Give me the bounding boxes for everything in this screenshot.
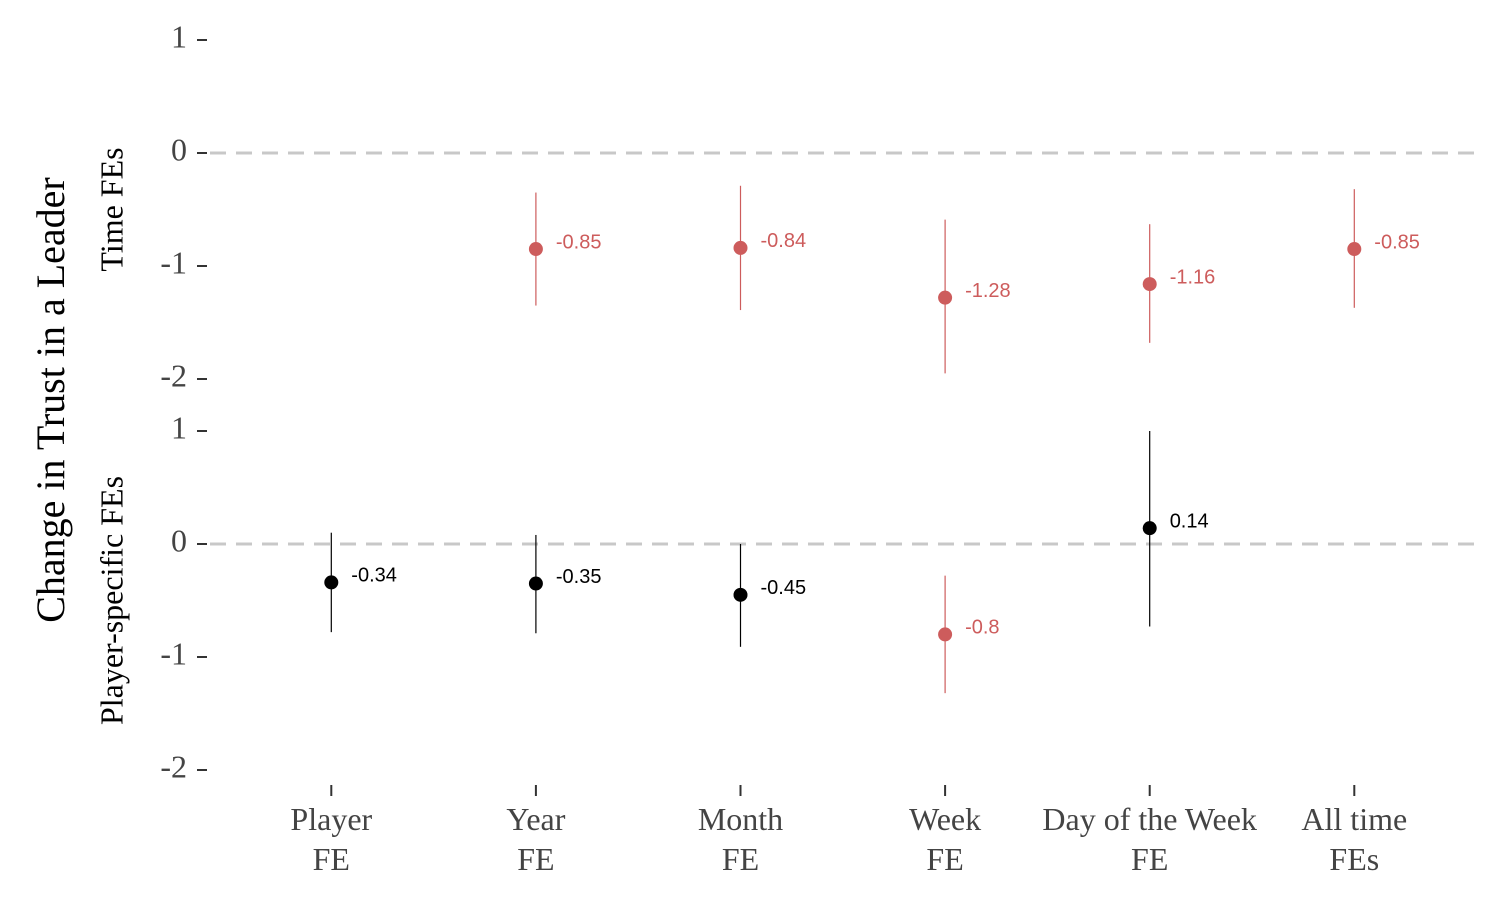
y-tick-label: 1 [171, 409, 187, 445]
x-tick-label: All time FEs [1301, 801, 1407, 877]
panel-label: Time FEs [93, 147, 129, 271]
x-tick-label-line: Year [506, 801, 565, 837]
point [938, 290, 953, 305]
x-tick-label-line: FE [313, 841, 350, 877]
x-tick-label-line: Week [909, 801, 981, 837]
x-tick-label-line: FE [517, 841, 554, 877]
panel-label: Player-specific FEs [93, 476, 129, 725]
value-label: -0.35 [556, 566, 602, 588]
x-tick-label: Player FE [290, 801, 372, 877]
point [1142, 277, 1157, 292]
x-tick-label: Year FE [506, 801, 565, 877]
x-tick-label: Day of the Week FE [1042, 801, 1257, 877]
value-label: -0.84 [761, 230, 807, 252]
x-tick-label-line: Month [698, 801, 783, 837]
y-tick-label: 0 [171, 131, 187, 167]
y-tick-label: 0 [171, 522, 187, 558]
x-tick-label-line: FEs [1329, 841, 1379, 877]
point [528, 242, 543, 257]
value-label: -0.85 [1374, 231, 1420, 253]
point [938, 627, 953, 642]
x-tick-label-line: All time [1301, 801, 1407, 837]
point [528, 576, 543, 591]
point [1142, 521, 1157, 536]
y-tick-label: 1 [171, 18, 187, 54]
point [733, 240, 748, 255]
value-label: -0.85 [556, 231, 602, 253]
value-label: 0.14 [1170, 510, 1209, 532]
x-tick-label-line: FE [722, 841, 759, 877]
y-tick-label: -1 [160, 635, 187, 671]
value-label: -1.28 [965, 280, 1011, 302]
value-label: -1.16 [1170, 266, 1216, 288]
y-tick-label: -2 [160, 357, 187, 393]
value-label: -0.34 [351, 565, 397, 587]
x-tick-label: Week FE [909, 801, 981, 877]
point [733, 587, 748, 602]
x-tick-label-line: FE [926, 841, 963, 877]
value-label: -0.45 [761, 577, 807, 599]
value-label: -0.8 [965, 617, 999, 639]
y-tick-label: -1 [160, 244, 187, 280]
x-tick-label-line: FE [1131, 841, 1168, 877]
x-tick-label: Month FE [698, 801, 783, 877]
x-tick-label-line: Player [290, 801, 372, 837]
x-tick-label-line: Day of the Week [1042, 801, 1257, 837]
point [1347, 242, 1362, 257]
y-tick-label: -2 [160, 748, 187, 784]
point [324, 575, 339, 590]
y-axis-title: Change in Trust in a Leader [28, 177, 73, 623]
